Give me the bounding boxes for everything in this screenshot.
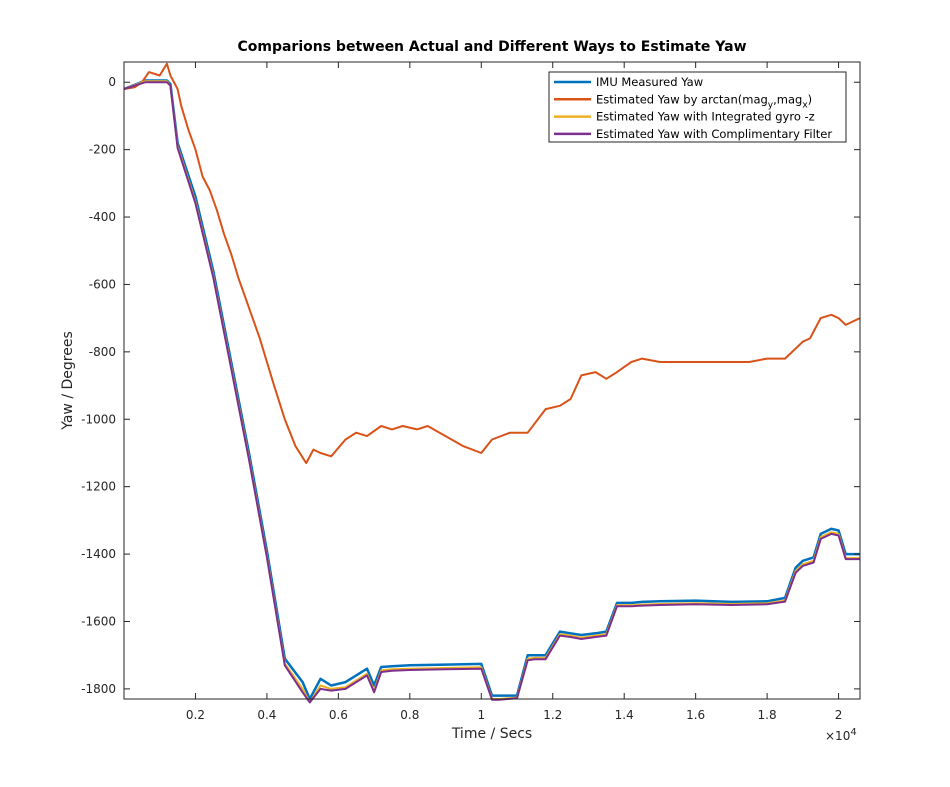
y-tick-label: -200 xyxy=(89,143,116,157)
x-tick-label: 0.4 xyxy=(257,708,276,722)
y-tick-label: -1600 xyxy=(81,614,116,628)
ticks-layer: 0.2 0.4 0.6 0.8 1 1.2 1.4 1.6 1.8 2 0 -200 -400 -600 -… xyxy=(81,62,860,722)
x-axis-exponent-power: 4 xyxy=(850,727,856,738)
y-tick-label: -1200 xyxy=(81,480,116,494)
y-tick-label: 0 xyxy=(108,75,116,89)
legend-entry-1: IMU Measured Yaw xyxy=(596,75,703,89)
x-axis-exponent: ×104 xyxy=(825,727,857,743)
legend-entry-2: Estimated Yaw by arctan(magy,magx) xyxy=(596,92,812,110)
x-tick-label: 2 xyxy=(835,708,843,722)
chart-title: Comparions between Actual and Different … xyxy=(237,39,746,55)
y-tick-label: -1000 xyxy=(81,412,116,426)
y-tick-label: -600 xyxy=(89,277,116,291)
x-tick-label: 0.2 xyxy=(186,708,205,722)
x-tick-label: 1.2 xyxy=(543,708,562,722)
y-tick-label: -800 xyxy=(89,345,116,359)
legend: IMU Measured Yaw Estimated Yaw by arctan(… xyxy=(548,71,847,143)
y-tick-label: -1800 xyxy=(81,682,116,696)
x-tick-label: 1 xyxy=(477,708,485,722)
y-tick-label: -1400 xyxy=(81,547,116,561)
x-axis-exponent-base: ×10 xyxy=(825,729,850,743)
axes-box xyxy=(123,61,861,700)
series-line-4 xyxy=(123,81,860,704)
series-line-2 xyxy=(123,62,861,465)
x-axis-label: Time / Secs xyxy=(451,726,532,742)
legend-entry-4: Estimated Yaw with Complimentary Filter xyxy=(596,127,832,141)
x-tick-label: 0.6 xyxy=(329,708,348,722)
legend-box xyxy=(548,71,847,143)
x-tick-label: 0.8 xyxy=(400,708,419,722)
x-tick-label: 1.4 xyxy=(615,708,634,722)
plot-area xyxy=(124,62,860,699)
x-tick-label: 1.6 xyxy=(686,708,705,722)
legend-entry-3: Estimated Yaw with Integrated gyro -z xyxy=(596,110,815,124)
y-axis-label: Yaw / Degrees xyxy=(60,331,76,431)
x-tick-label: 1.8 xyxy=(758,708,777,722)
y-tick-label: -400 xyxy=(89,210,116,224)
